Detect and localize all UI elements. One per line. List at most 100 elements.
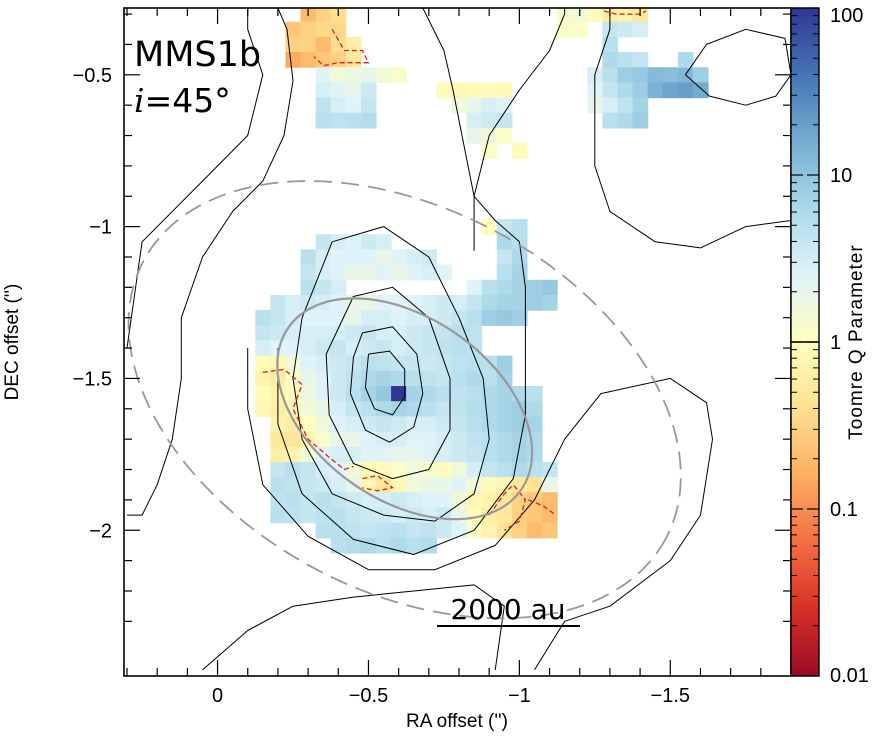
q-pixel	[330, 431, 347, 448]
q-pixel	[406, 461, 422, 478]
q-pixel	[376, 67, 392, 83]
x-tick-label: −1.5	[651, 685, 690, 707]
intensity-contour	[684, 28, 791, 106]
intensity-contour	[292, 226, 490, 522]
q1-contour	[603, 10, 647, 15]
q-pixel	[421, 340, 437, 357]
y-tick-label: −1.5	[73, 368, 112, 390]
q-pixel	[602, 52, 619, 68]
q-pixel	[345, 36, 362, 53]
q-pixel	[345, 386, 362, 402]
q-pixel	[496, 386, 513, 402]
q-pixel	[451, 340, 468, 357]
q-pixel	[481, 401, 498, 417]
q-pixel	[466, 492, 483, 509]
q-pixel	[481, 416, 498, 433]
q-pixel	[481, 143, 498, 159]
q-pixel	[345, 82, 362, 99]
q-pixel	[421, 522, 437, 539]
q-pixel	[315, 36, 332, 53]
q-pixel	[496, 112, 513, 129]
q-pixel	[330, 82, 347, 99]
q-pixel	[345, 370, 362, 387]
q-pixel	[406, 401, 422, 417]
q-pixel	[542, 522, 558, 539]
q-pixel	[300, 461, 317, 478]
q-pixel	[542, 294, 558, 311]
q-pixel	[300, 325, 317, 342]
q-pixel	[345, 537, 362, 554]
q-pixel	[360, 370, 377, 387]
q-pixel	[481, 477, 498, 493]
q-pixel	[376, 446, 392, 463]
q-pixel	[391, 477, 407, 493]
q-pixel	[345, 67, 362, 83]
q-pixel	[391, 249, 407, 266]
q-pixel	[406, 294, 422, 311]
q-pixel	[526, 416, 543, 433]
q-pixel	[496, 355, 513, 372]
q-pixel	[421, 370, 437, 387]
q-pixel	[376, 234, 392, 250]
q-pixel	[330, 370, 347, 387]
q-pixel	[376, 386, 392, 402]
q-pixel	[436, 386, 453, 402]
q-pixel	[466, 310, 483, 326]
q-pixel	[421, 477, 437, 493]
q-pixel-layer	[255, 8, 709, 554]
q-pixel	[436, 370, 453, 387]
q-pixel	[345, 355, 362, 372]
q-pixel	[436, 340, 453, 357]
q-pixel	[285, 355, 302, 372]
q-pixel	[360, 249, 377, 266]
q-pixel	[300, 249, 317, 266]
q-pixel	[300, 370, 317, 387]
q-pixel	[511, 310, 528, 326]
q-pixel	[602, 97, 619, 114]
q-pixel	[466, 279, 483, 296]
q-pixel	[360, 97, 377, 114]
q-pixel	[451, 416, 468, 433]
q-pixel	[662, 67, 679, 83]
x-tick-label: 0	[212, 685, 223, 707]
q-pixel	[496, 507, 513, 524]
q-pixel	[345, 461, 362, 478]
q-pixel	[421, 294, 437, 311]
q-pixel	[391, 401, 407, 417]
q-pixel	[617, 21, 634, 38]
q-pixel	[345, 401, 362, 417]
q-pixel	[315, 279, 332, 296]
q-pixel	[345, 507, 362, 524]
y-axis-title: DEC offset ('')	[2, 284, 23, 401]
q-pixel	[285, 310, 302, 326]
q-pixel	[345, 325, 362, 342]
q-pixel	[436, 477, 453, 493]
q-pixel	[451, 97, 468, 114]
q-pixel	[526, 446, 543, 463]
q-pixel	[300, 52, 317, 68]
q-pixel	[315, 492, 332, 509]
q-pixel	[330, 294, 347, 311]
q-pixel	[481, 97, 498, 114]
q-pixel	[466, 294, 483, 311]
q-pixel	[421, 386, 437, 402]
q-pixel	[436, 325, 453, 342]
q-pixel	[451, 386, 468, 402]
q-pixel	[406, 310, 422, 326]
q-pixel	[300, 416, 317, 433]
q-pixel	[436, 461, 453, 478]
q-pixel	[270, 461, 287, 478]
q-pixel	[406, 325, 422, 342]
q-pixel	[466, 386, 483, 402]
q-pixel	[421, 446, 437, 463]
q-pixel	[330, 492, 347, 509]
q-pixel	[481, 219, 498, 235]
q-pixel	[421, 264, 437, 281]
q-pixel	[481, 310, 498, 326]
q-pixel	[511, 249, 528, 266]
q-pixel	[270, 507, 287, 524]
q-pixel	[511, 477, 528, 493]
q-pixel	[692, 82, 709, 99]
q-pixel	[496, 401, 513, 417]
q-pixel	[315, 355, 332, 372]
